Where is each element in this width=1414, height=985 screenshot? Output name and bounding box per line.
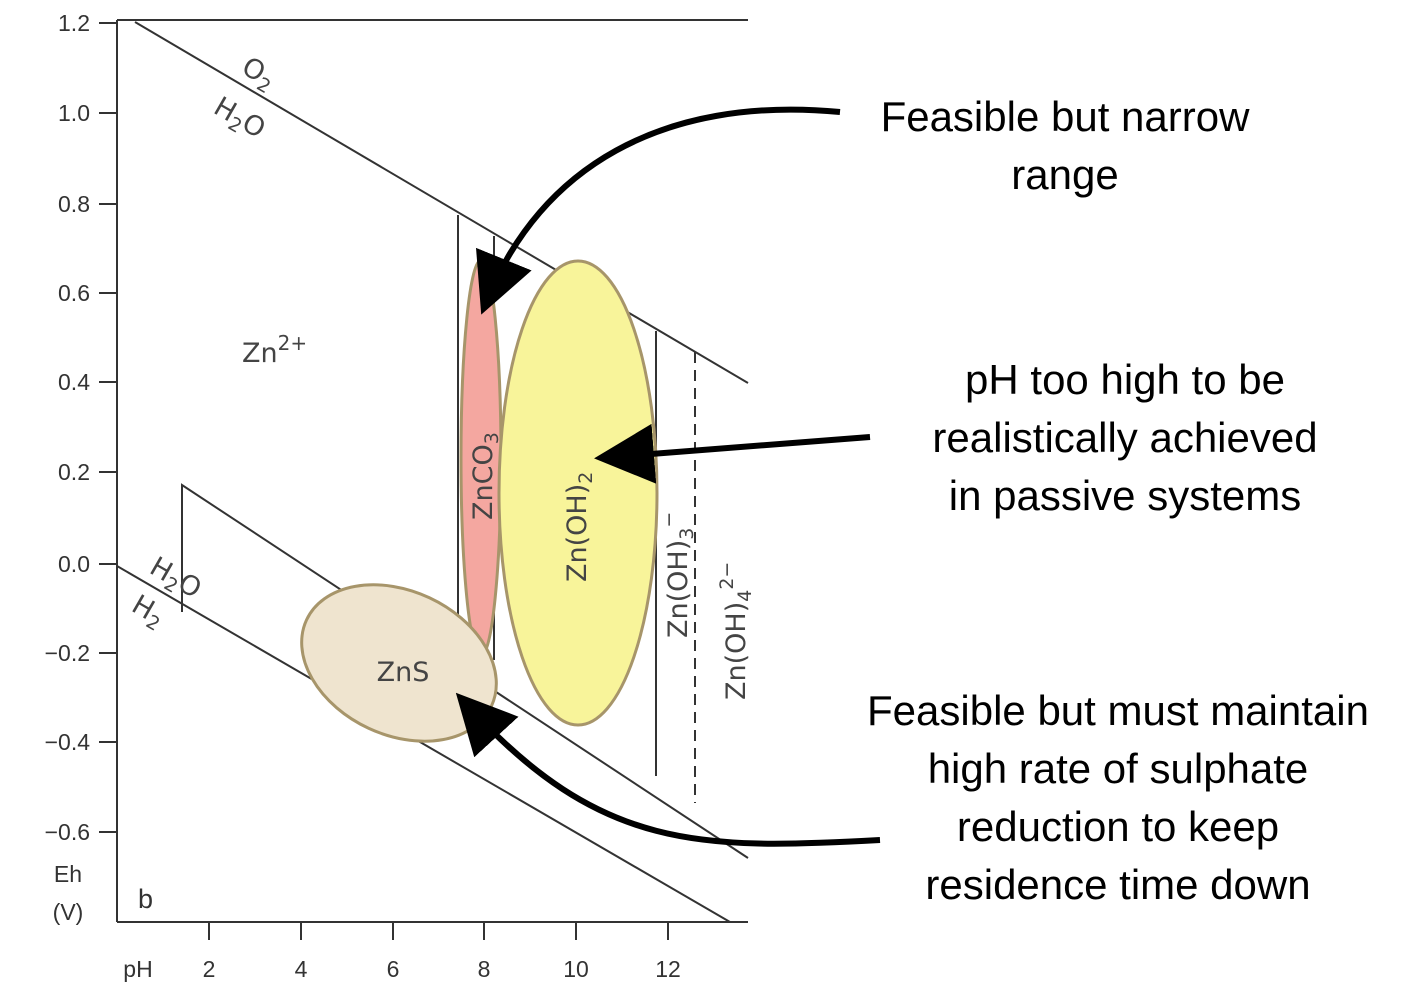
znoh2-label: Zn(OH)2 xyxy=(562,472,597,582)
y-axis-label: Eh xyxy=(54,861,82,887)
y-tick-marks xyxy=(99,23,117,832)
x-tick-marks xyxy=(209,922,668,940)
zn2-plus-label: Zn2+ xyxy=(242,331,307,369)
y-tick-label: −0.4 xyxy=(45,729,91,755)
znoh4-label: Zn(OH)42− xyxy=(716,562,756,700)
h2-label: H2 xyxy=(125,589,171,636)
panel-label: b xyxy=(138,884,153,914)
znco3-annotation: Feasible but narrow range xyxy=(830,88,1300,204)
h2o-upper-label: H2O xyxy=(207,91,271,148)
x-tick-label: 4 xyxy=(295,956,308,982)
y-tick-label: 1.0 xyxy=(58,100,90,126)
x-axis-label: pH xyxy=(123,956,152,982)
y-tick-label: −0.2 xyxy=(45,640,90,666)
x-tick-label: 6 xyxy=(387,956,400,982)
o2-h2o-boundary xyxy=(135,22,748,383)
x-tick-label: 2 xyxy=(203,956,216,982)
y-tick-label: −0.6 xyxy=(45,819,90,845)
znco3-arrow xyxy=(488,110,840,298)
x-tick-label: 12 xyxy=(655,956,681,982)
zns-arrow xyxy=(468,706,880,844)
y-tick-label: 0.6 xyxy=(58,280,90,306)
zns-label: ZnS xyxy=(377,657,430,688)
o2-label: O2 xyxy=(235,51,281,98)
y-axis-unit: (V) xyxy=(53,899,84,925)
y-tick-label: 0.2 xyxy=(58,459,90,485)
zns-annotation: Feasible but must maintain high rate of … xyxy=(822,682,1414,914)
znoh3-label: Zn(OH)3− xyxy=(658,512,698,638)
y-tick-label: 0.4 xyxy=(58,369,90,395)
y-tick-label: 0.0 xyxy=(58,551,90,577)
znoh2-annotation: pH too high to be realistically achieved… xyxy=(880,351,1370,525)
znco3-label: ZnCO3 xyxy=(468,432,503,520)
x-tick-label: 8 xyxy=(478,956,491,982)
x-tick-label: 10 xyxy=(563,956,589,982)
y-tick-label: 0.8 xyxy=(58,191,90,217)
y-tick-label: 1.2 xyxy=(58,10,90,36)
